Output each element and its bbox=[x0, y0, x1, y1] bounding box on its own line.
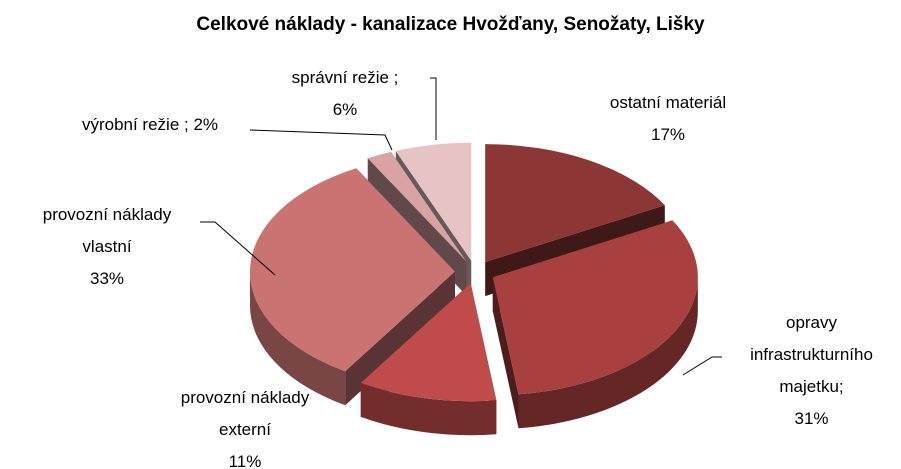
data-label: správní režie ; 6% bbox=[260, 62, 430, 126]
data-label: provozní náklady externí 11% bbox=[165, 382, 325, 469]
slice-top bbox=[492, 220, 698, 395]
value-label: 11% bbox=[228, 452, 262, 469]
slice-top bbox=[360, 283, 497, 402]
slice bbox=[250, 168, 456, 406]
slice-top bbox=[395, 142, 472, 261]
data-label: výrobní režie ; 2% bbox=[40, 109, 260, 141]
category-label: provozní náklady vlastní bbox=[42, 205, 172, 256]
value-label: 6% bbox=[332, 100, 358, 119]
slice-side bbox=[345, 271, 456, 406]
slice-top bbox=[367, 151, 467, 262]
category-label: ostatní materiál bbox=[609, 93, 727, 112]
slice-top bbox=[485, 144, 665, 263]
category-label: výrobní režie ; bbox=[81, 115, 189, 134]
data-label: opravy infrastrukturního majetku; 31% bbox=[724, 307, 899, 435]
slice bbox=[492, 220, 698, 429]
value-label: 2% bbox=[193, 115, 219, 134]
leader-line bbox=[430, 77, 437, 140]
slice-wall bbox=[360, 382, 497, 436]
leader-line bbox=[249, 129, 393, 151]
slice-top bbox=[250, 168, 456, 372]
value-label: 33% bbox=[89, 269, 125, 288]
data-label: provozní náklady vlastní 33% bbox=[27, 199, 187, 295]
chart-title: Celkové náklady - kanalizace Hvožďany, S… bbox=[196, 14, 705, 35]
category-label: provozní náklady externí bbox=[180, 388, 310, 439]
slice-wall bbox=[518, 277, 698, 429]
slice-side bbox=[492, 277, 519, 429]
value-label: 31% bbox=[794, 409, 829, 428]
data-label: ostatní materiál 17% bbox=[573, 87, 763, 151]
slice-wall bbox=[250, 271, 346, 406]
category-label: opravy infrastrukturního majetku; bbox=[750, 313, 873, 396]
slice bbox=[360, 283, 497, 436]
leader-line bbox=[682, 356, 722, 376]
leader-line bbox=[200, 221, 276, 276]
value-label: 17% bbox=[650, 125, 686, 144]
category-label: správní režie ; bbox=[291, 68, 399, 87]
